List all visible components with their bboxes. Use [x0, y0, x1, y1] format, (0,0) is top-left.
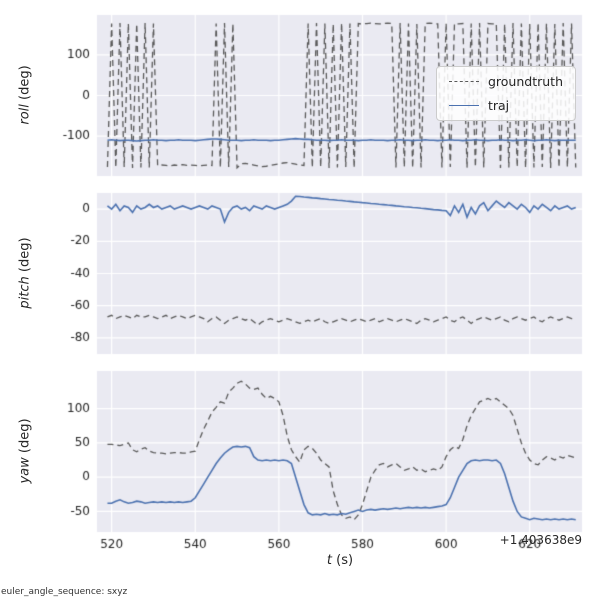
ylabel-yaw-unit: (deg): [17, 418, 33, 458]
solid-line-icon: [448, 105, 479, 106]
euler-angle-sequence-note: euler_angle_sequence: sxyz: [1, 587, 128, 597]
ylabel-yaw: yaw (deg): [18, 418, 33, 483]
ylabel-pitch: pitch (deg): [18, 237, 33, 308]
xlabel: t (s): [327, 553, 353, 568]
ylabel-roll-name: roll: [17, 104, 33, 125]
legend-item-groundtruth: groundtruth: [448, 74, 563, 89]
legend-label-traj: traj: [487, 98, 510, 113]
ylabel-yaw-name: yaw: [17, 457, 33, 484]
legend: groundtruth traj: [435, 66, 576, 121]
ylabel-roll: roll (deg): [18, 65, 33, 124]
legend-label-groundtruth: groundtruth: [487, 74, 563, 89]
xlabel-name: t: [326, 553, 333, 568]
ylabel-pitch-unit: (deg): [17, 237, 33, 277]
ylabel-pitch-name: pitch: [17, 276, 33, 309]
dashed-line-icon: [448, 81, 479, 82]
ylabel-roll-unit: (deg): [17, 65, 33, 105]
legend-item-traj: traj: [448, 98, 563, 113]
x-axis-offset-label: +1.403638e9: [499, 533, 582, 547]
xlabel-unit: (s): [332, 553, 354, 568]
